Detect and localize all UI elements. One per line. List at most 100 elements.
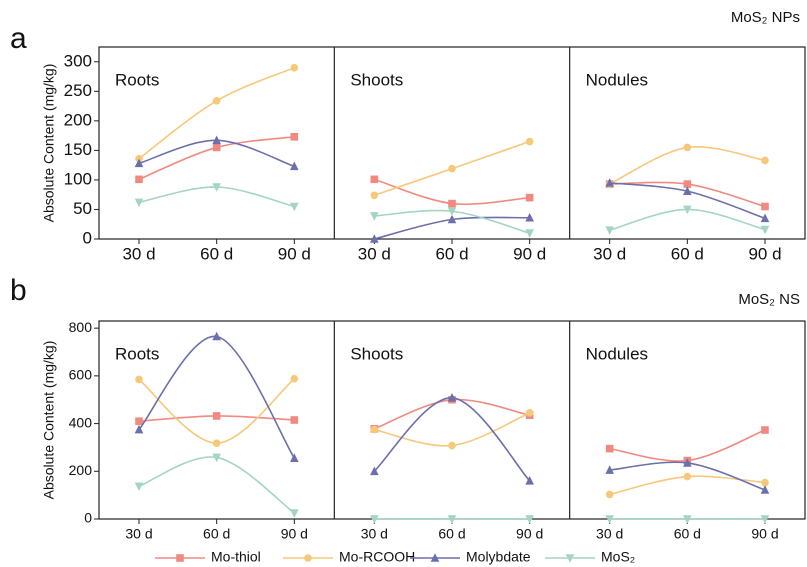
y-tick-label: 600 bbox=[69, 367, 93, 383]
x-tick-label: 90 d bbox=[748, 244, 781, 263]
series-line bbox=[373, 397, 531, 482]
marker bbox=[290, 509, 299, 518]
marker bbox=[525, 229, 534, 238]
marker bbox=[430, 553, 440, 562]
marker bbox=[605, 178, 614, 187]
marker bbox=[370, 234, 379, 243]
marker bbox=[605, 226, 614, 235]
y-tick-label: 300 bbox=[64, 51, 92, 70]
marker bbox=[447, 393, 457, 402]
y-tick-label: 250 bbox=[64, 81, 92, 100]
marker bbox=[683, 180, 692, 188]
x-tick-label: 90 d bbox=[513, 244, 546, 263]
marker bbox=[212, 453, 221, 463]
y-tick-label: 100 bbox=[64, 169, 92, 188]
marker bbox=[370, 191, 379, 200]
x-tick-label: 30 d bbox=[122, 244, 155, 263]
marker bbox=[370, 175, 379, 184]
legend-label: Mo-thiol bbox=[211, 549, 261, 565]
marker bbox=[212, 135, 221, 145]
marker bbox=[683, 458, 692, 467]
marker bbox=[761, 478, 769, 487]
marker bbox=[448, 441, 456, 450]
plot-frame bbox=[98, 320, 806, 520]
marker bbox=[683, 515, 692, 524]
marker bbox=[447, 207, 457, 217]
y-tick-label: 0 bbox=[84, 510, 92, 526]
y-tick-label: 200 bbox=[69, 462, 93, 478]
x-tick-label: 90 d bbox=[516, 526, 543, 542]
y-axis-label: Absolute Content (mg/kg) bbox=[41, 64, 57, 223]
x-tick-label: 30 d bbox=[125, 526, 152, 542]
panel-title: Nodules bbox=[586, 344, 648, 363]
marker bbox=[448, 164, 456, 173]
x-tick-label: 60 d bbox=[671, 244, 704, 263]
marker bbox=[212, 331, 221, 341]
row-title: MoS₂ NS bbox=[738, 291, 800, 308]
marker bbox=[212, 96, 221, 105]
y-tick-label: 200 bbox=[64, 110, 92, 129]
marker bbox=[212, 439, 221, 447]
marker bbox=[447, 515, 457, 524]
marker bbox=[565, 554, 575, 563]
marker bbox=[761, 426, 769, 434]
marker bbox=[134, 482, 144, 492]
marker bbox=[370, 466, 379, 476]
legend-label: Molybdate bbox=[466, 549, 531, 565]
marker bbox=[447, 214, 457, 224]
y-tick-label: 0 bbox=[83, 228, 92, 247]
series-line bbox=[609, 429, 766, 462]
x-tick-label: 30 d bbox=[361, 526, 388, 542]
legend-label: MoS₂ bbox=[601, 549, 635, 565]
marker bbox=[525, 193, 534, 202]
marker bbox=[525, 212, 534, 222]
marker bbox=[290, 453, 299, 462]
panel-title: Nodules bbox=[586, 70, 648, 89]
marker bbox=[683, 205, 692, 215]
x-tick-label: 30 d bbox=[593, 244, 626, 263]
x-tick-label: 60 d bbox=[203, 526, 230, 542]
marker bbox=[605, 444, 614, 453]
y-tick-label: 150 bbox=[64, 140, 92, 159]
panel-title: Shoots bbox=[350, 344, 403, 363]
marker bbox=[370, 212, 379, 221]
x-tick-label: 60 d bbox=[200, 244, 233, 263]
marker bbox=[683, 472, 692, 481]
marker bbox=[212, 143, 221, 152]
row-title: MoS₂ NPs bbox=[731, 9, 800, 26]
marker bbox=[212, 412, 221, 420]
marker bbox=[290, 374, 299, 383]
marker bbox=[212, 183, 221, 192]
marker bbox=[370, 515, 379, 524]
marker bbox=[176, 554, 184, 562]
x-tick-label: 60 d bbox=[435, 244, 468, 263]
x-tick-label: 60 d bbox=[674, 526, 701, 542]
marker bbox=[290, 202, 299, 212]
marker bbox=[525, 515, 534, 524]
legend-label: Mo-RCOOH bbox=[339, 549, 415, 565]
marker bbox=[448, 199, 456, 208]
marker bbox=[761, 156, 769, 165]
marker bbox=[683, 186, 692, 195]
panel-title: Roots bbox=[115, 70, 159, 89]
marker bbox=[290, 63, 299, 72]
x-tick-label: 60 d bbox=[438, 526, 465, 542]
x-tick-label: 30 d bbox=[596, 526, 623, 542]
marker bbox=[760, 515, 770, 524]
marker bbox=[605, 490, 614, 499]
marker bbox=[760, 485, 770, 494]
marker bbox=[134, 158, 144, 168]
marker bbox=[370, 425, 379, 434]
marker bbox=[135, 375, 143, 384]
x-tick-label: 90 d bbox=[281, 526, 308, 542]
x-tick-label: 90 d bbox=[751, 526, 778, 542]
y-tick-label: 800 bbox=[69, 319, 93, 335]
marker bbox=[605, 465, 614, 474]
marker bbox=[134, 198, 144, 208]
marker bbox=[760, 225, 770, 235]
marker bbox=[290, 416, 299, 424]
y-tick-label: 50 bbox=[73, 199, 92, 218]
x-tick-label: 30 d bbox=[358, 244, 391, 263]
marker bbox=[761, 202, 769, 211]
